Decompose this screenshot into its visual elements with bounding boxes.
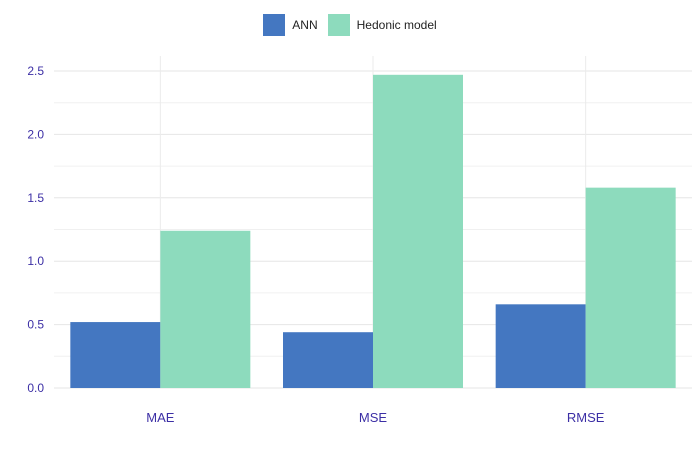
x-tick-label: MAE [146,410,175,425]
bar-ann-mae [70,322,161,388]
legend-swatch-ann [263,14,286,36]
bar-ann-rmse [495,304,586,388]
bar-hedonic-model-mae [160,230,251,388]
y-tick-label: 1.0 [27,254,44,268]
legend-item-hedonic: Hedonic model [327,14,437,36]
x-tick-label: RMSE [567,410,605,425]
bar-ann-mse [283,332,373,388]
legend-label-ann: ANN [292,18,318,32]
y-tick-label: 0.5 [27,318,44,332]
y-tick-label: 2.5 [27,64,44,78]
legend-item-ann: ANN [263,14,318,36]
y-tick-label: 0.0 [27,381,44,395]
legend-swatch-hedonic [327,14,350,36]
x-tick-label: MSE [359,410,388,425]
legend: ANN Hedonic model [0,14,700,36]
legend-label-hedonic: Hedonic model [356,18,437,32]
y-tick-label: 2.0 [27,127,44,141]
bar-hedonic-model-rmse [585,187,676,388]
y-tick-label: 1.5 [27,191,44,205]
bar-hedonic-model-mse [373,74,463,388]
